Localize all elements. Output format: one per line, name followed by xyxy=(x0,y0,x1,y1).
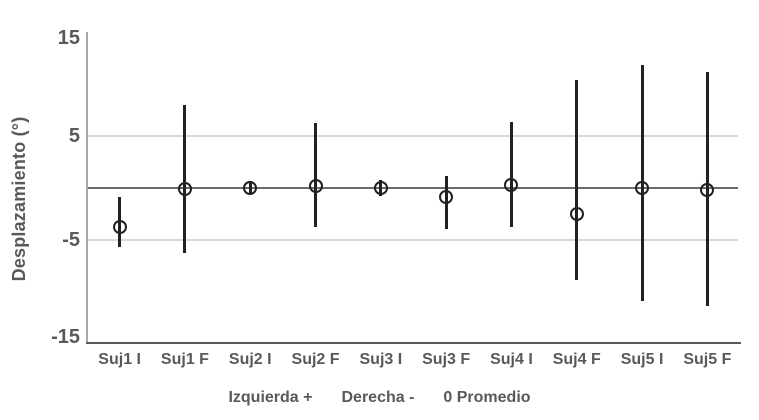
data-point-marker xyxy=(308,178,323,193)
x-category-label: Suj2 I xyxy=(228,351,272,368)
data-point-marker xyxy=(569,206,584,221)
footnote-promedio: 0 Promedio xyxy=(443,389,531,406)
error-bar xyxy=(183,105,187,254)
y-tick-label: 15 xyxy=(57,27,80,49)
data-point-marker xyxy=(243,181,258,195)
gridline-y-5 xyxy=(88,238,738,241)
x-axis-line xyxy=(86,342,741,344)
x-category-label: Suj5 I xyxy=(620,351,664,368)
y-axis-line xyxy=(86,32,88,344)
x-category-label: Suj5 F xyxy=(683,351,732,368)
error-bar xyxy=(509,121,513,228)
data-point-marker xyxy=(373,181,388,195)
footnote-izquierda: Izquierda + xyxy=(228,389,313,406)
x-category-label: Suj1 F xyxy=(160,351,209,368)
data-point-marker xyxy=(700,183,715,198)
x-category-label: Suj1 I xyxy=(98,351,141,368)
x-category-label: Suj3 I xyxy=(359,351,403,368)
x-category-label: Suj3 F xyxy=(422,351,471,368)
data-point-marker xyxy=(635,181,650,195)
data-point-marker xyxy=(177,182,192,197)
data-point-marker xyxy=(112,220,127,235)
x-category-label: Suj4 I xyxy=(490,351,533,368)
y-tick-label: -15 xyxy=(51,326,80,348)
axis-footnote: Izquierda + Derecha - 0 Promedio xyxy=(0,389,759,407)
y-tick-label: 5 xyxy=(68,125,80,148)
zero-line xyxy=(88,187,738,189)
footnote-derecha: Derecha - xyxy=(341,389,415,406)
gridline-y5 xyxy=(88,135,738,138)
x-category-label: Suj2 F xyxy=(291,351,340,368)
data-point-marker xyxy=(439,190,454,205)
error-bar xyxy=(575,79,579,280)
y-axis-title: Desplazamiento (°) xyxy=(9,116,29,282)
error-bar xyxy=(314,122,318,228)
y-tick-label: -5 xyxy=(62,228,80,251)
data-point-marker xyxy=(504,177,519,192)
x-category-label: Suj4 F xyxy=(552,351,601,368)
